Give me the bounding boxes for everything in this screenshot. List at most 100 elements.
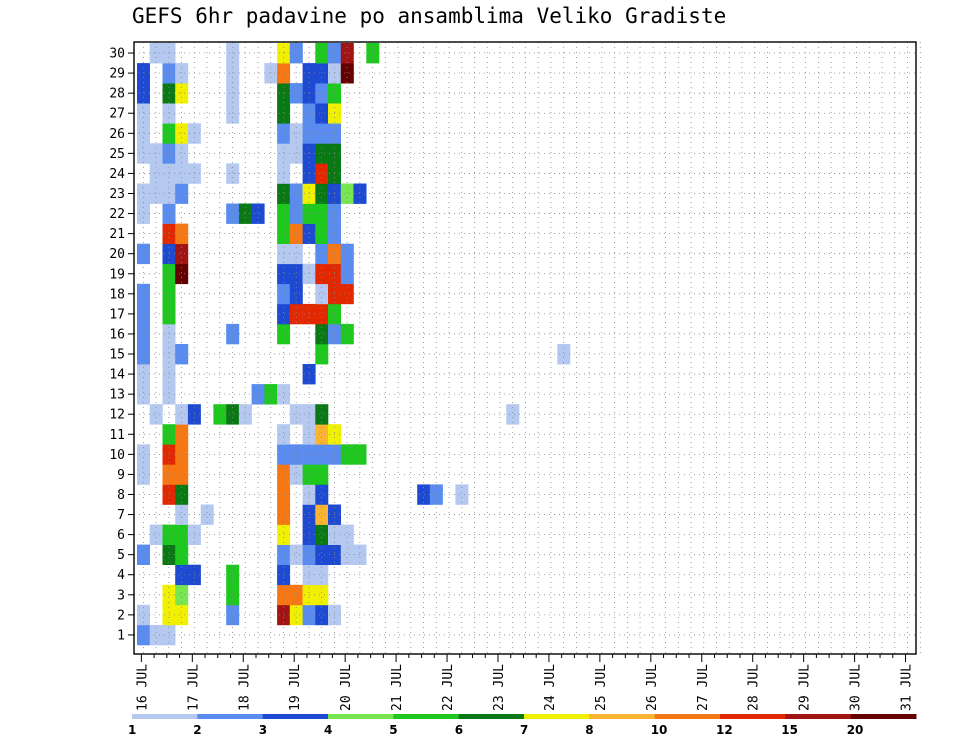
y-tick-label: 30	[109, 47, 125, 62]
heatmap-cell	[175, 504, 189, 525]
heatmap-cell	[277, 183, 291, 204]
colorbar-label: 4	[324, 723, 332, 737]
heatmap-cell	[226, 584, 240, 606]
heatmap-cell	[149, 183, 163, 204]
heatmap-cell	[315, 303, 329, 325]
y-tick-label: 18	[109, 287, 125, 302]
x-tick-label: 23 JUL	[492, 664, 507, 711]
x-tick-label: 29 JUL	[798, 664, 813, 711]
heatmap-cell	[340, 323, 354, 345]
heatmap-cell	[277, 384, 291, 405]
heatmap-cell	[315, 524, 329, 545]
heatmap-cell	[289, 123, 303, 144]
x-tick-label: 24 JUL	[543, 664, 558, 711]
y-tick-label: 29	[109, 67, 125, 82]
heatmap-cell	[277, 223, 291, 244]
heatmap-cell	[264, 63, 278, 84]
heatmap-cell	[226, 63, 240, 84]
y-tick-label: 7	[117, 508, 125, 523]
heatmap-cell	[137, 83, 150, 104]
heatmap-cell	[149, 143, 163, 164]
y-tick-label: 28	[109, 87, 125, 102]
heatmap-cell	[315, 223, 329, 244]
heatmap-cell	[137, 103, 150, 124]
heatmap-cell	[175, 444, 189, 465]
heatmap-cell	[340, 243, 354, 265]
heatmap-cell	[175, 604, 189, 626]
heatmap-cell	[137, 323, 150, 345]
heatmap-cell	[340, 63, 354, 84]
heatmap-cell	[175, 183, 189, 204]
heatmap-cell	[137, 384, 150, 405]
heatmap-cell	[226, 83, 240, 104]
colorbar-label: 5	[389, 723, 397, 737]
heatmap-cell	[289, 243, 303, 265]
heatmap-cell	[137, 444, 150, 465]
heatmap-cell	[315, 103, 329, 124]
heatmap-cell	[315, 63, 329, 84]
heatmap-cell	[277, 524, 291, 545]
y-tick-label: 17	[109, 307, 125, 322]
heatmap-cell	[315, 544, 329, 565]
heatmap-cell	[226, 163, 240, 184]
heatmap-cell	[175, 484, 189, 505]
heatmap-cell	[251, 384, 265, 405]
heatmap-cell	[315, 183, 329, 204]
heatmap-cell	[289, 464, 303, 485]
heatmap-cell	[137, 203, 150, 224]
colorbar-label: 3	[259, 723, 267, 737]
heatmap-cell	[137, 143, 150, 164]
heatmap-cell	[137, 624, 150, 646]
heatmap-cell	[289, 404, 303, 425]
x-tick-label: 27 JUL	[696, 664, 711, 711]
heatmap-cell	[289, 604, 303, 626]
y-tick-label: 15	[109, 348, 125, 363]
heatmap-cell	[137, 63, 150, 84]
heatmap-cell	[149, 624, 163, 646]
heatmap-cell	[226, 323, 240, 345]
heatmap-cell	[289, 223, 303, 244]
y-tick-label: 5	[117, 548, 125, 563]
x-tick-label: 30 JUL	[849, 664, 864, 711]
heatmap-cell	[315, 43, 329, 64]
heatmap-cell	[137, 604, 150, 626]
x-tick-label: 16 JUL	[135, 664, 150, 711]
heatmap-cell	[137, 283, 150, 305]
y-tick-label: 19	[109, 267, 125, 282]
y-tick-label: 21	[109, 227, 125, 242]
heatmap-cell	[557, 344, 571, 365]
heatmap-cell	[277, 143, 291, 164]
heatmap-cell	[175, 524, 189, 545]
x-tick-label: 26 JUL	[645, 664, 660, 711]
heatmap-cell	[455, 484, 469, 505]
colorbar-swatch	[197, 714, 264, 719]
heatmap-cell	[315, 504, 329, 525]
x-tick-label: 19 JUL	[288, 664, 303, 711]
heatmap-cell	[289, 303, 303, 325]
y-tick-label: 20	[109, 247, 125, 262]
heatmap-cell	[137, 544, 150, 565]
y-tick-label: 26	[109, 127, 125, 142]
heatmap-cell	[289, 584, 303, 606]
heatmap-cell	[137, 183, 150, 204]
colorbar-label: 8	[585, 723, 593, 737]
colorbar-label: 12	[716, 723, 733, 737]
heatmap-cell	[277, 43, 291, 64]
colorbar-swatch	[262, 714, 329, 719]
heatmap-cell	[315, 143, 329, 164]
heatmap-cell	[175, 404, 189, 425]
heatmap-cell	[315, 584, 329, 606]
colorbar-swatch	[654, 714, 721, 719]
heatmap-cell	[137, 123, 150, 144]
heatmap-cell	[175, 123, 189, 144]
heatmap-cell	[315, 404, 329, 425]
heatmap-cell	[226, 564, 240, 586]
heatmap-cell	[277, 283, 291, 305]
heatmap-cell	[149, 163, 163, 184]
y-tick-label: 22	[109, 207, 125, 222]
colorbar-swatch	[589, 714, 656, 719]
heatmap-cell	[315, 344, 329, 365]
y-tick-label: 10	[109, 448, 125, 463]
heatmap-cell	[289, 83, 303, 104]
